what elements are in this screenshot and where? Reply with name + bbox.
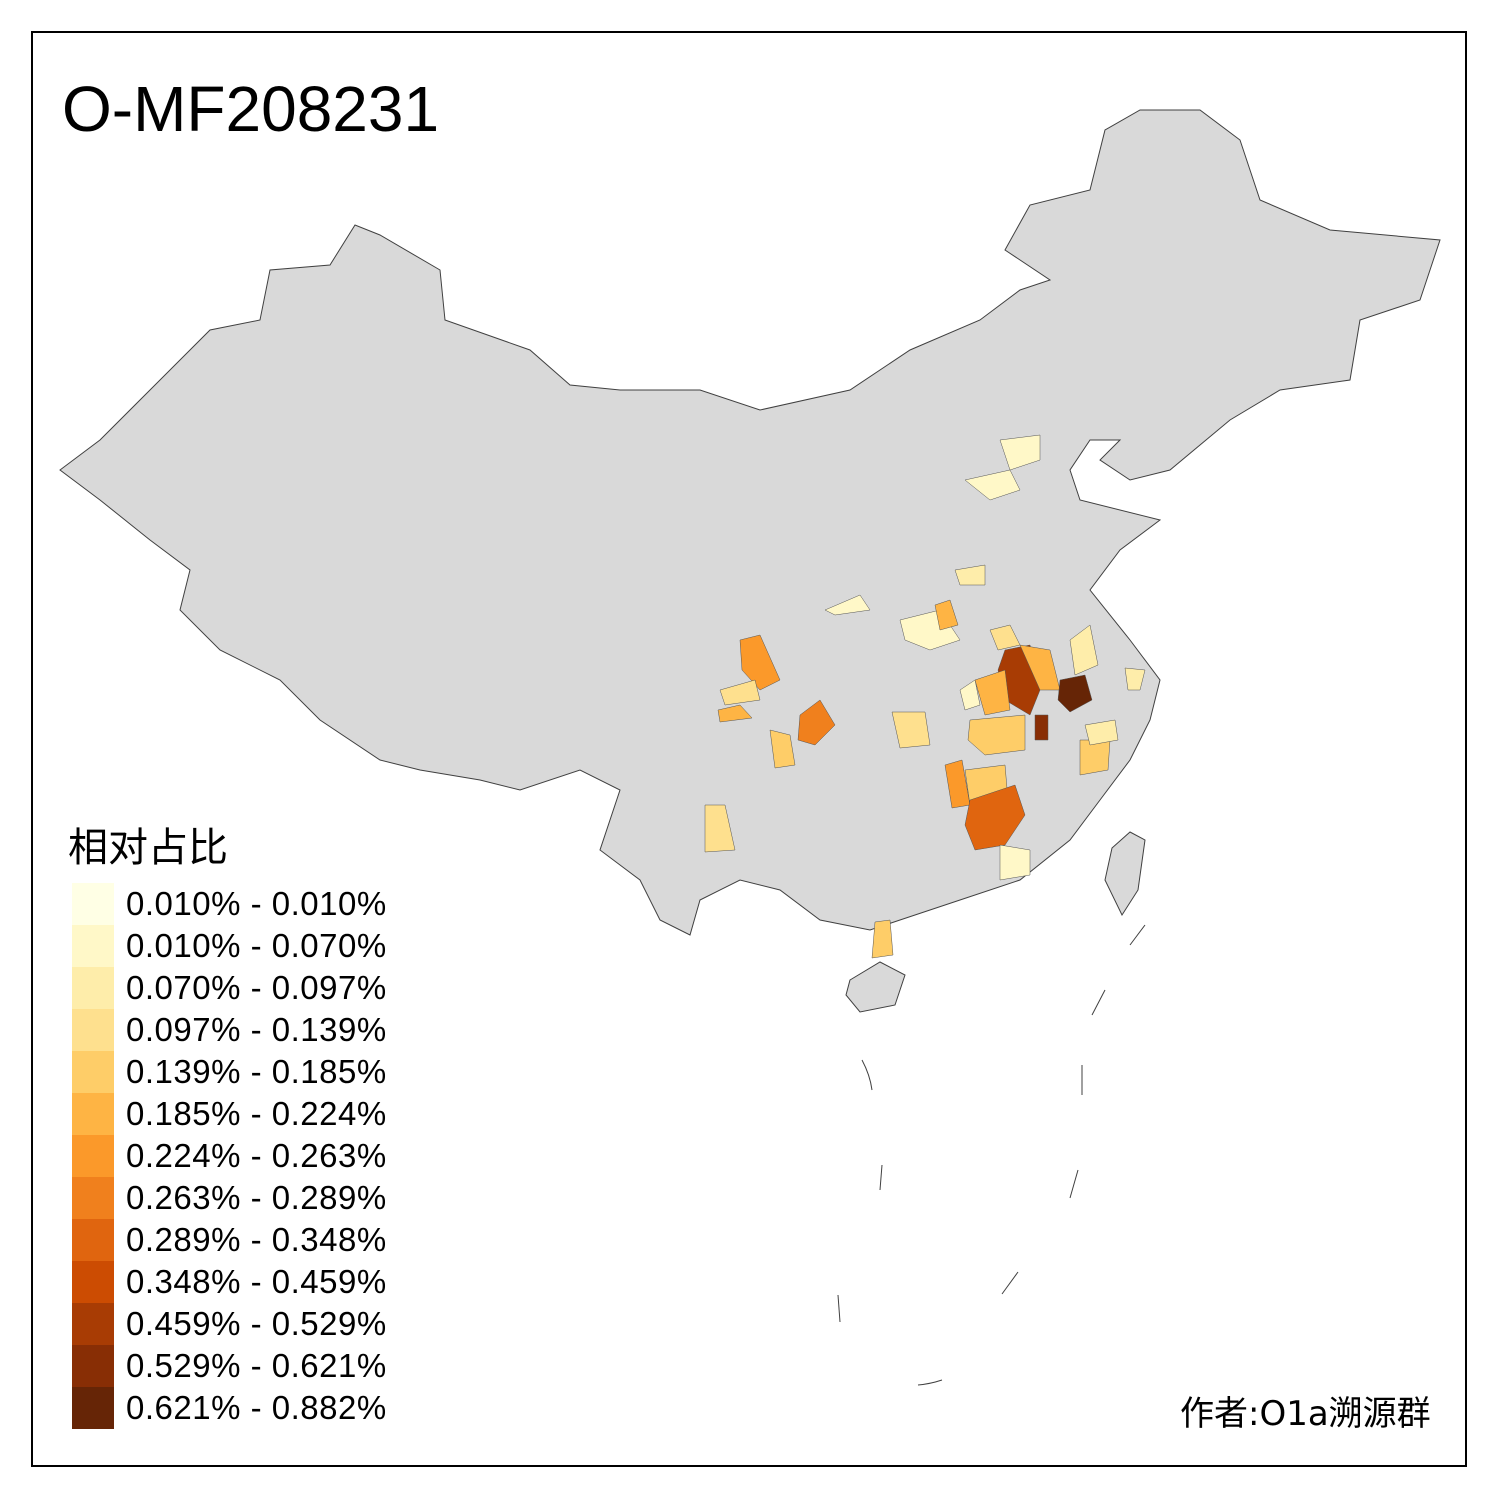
legend-item: 0.224% - 0.263% [72, 1135, 387, 1177]
legend-label: 0.070% - 0.097% [126, 969, 387, 1006]
legend-item: 0.263% - 0.289% [72, 1177, 387, 1219]
legend-swatch [72, 1219, 114, 1261]
legend-item: 0.097% - 0.139% [72, 1009, 387, 1051]
legend-swatch [72, 1387, 114, 1429]
map-region [1084, 719, 1119, 746]
legend-swatch [72, 967, 114, 1009]
map-region [934, 599, 959, 631]
south-china-sea-islands [837, 924, 1146, 1386]
map-region [954, 564, 986, 586]
legend-item: 0.185% - 0.224% [72, 1093, 387, 1135]
map-region [719, 679, 761, 706]
legend-title: 相对占比 [68, 825, 228, 871]
map-region [964, 469, 1021, 501]
legend-label: 0.224% - 0.263% [126, 1137, 387, 1174]
colored-regions [704, 434, 1146, 959]
legend-label: 0.139% - 0.185% [126, 1053, 387, 1090]
map-region [999, 844, 1031, 881]
legend-label: 0.529% - 0.621% [126, 1347, 387, 1384]
legend-swatch [72, 1135, 114, 1177]
map-region [717, 704, 753, 723]
legend-label: 0.010% - 0.010% [126, 885, 387, 922]
legend-item: 0.459% - 0.529% [72, 1303, 387, 1345]
map-region [871, 919, 894, 959]
legend: 0.010% - 0.010% 0.010% - 0.070% 0.070% - 0… [72, 883, 387, 1429]
legend-swatch [72, 883, 114, 925]
china-mainland [59, 109, 1441, 936]
hainan-island [845, 961, 906, 1013]
map-region [999, 434, 1041, 471]
map-region [967, 714, 1026, 756]
map-region [964, 784, 1026, 851]
map-region [1034, 714, 1049, 741]
map-region [891, 711, 931, 749]
legend-swatch [72, 1177, 114, 1219]
legend-swatch [72, 1009, 114, 1051]
legend-swatch [72, 1303, 114, 1345]
legend-swatch [72, 925, 114, 967]
legend-item: 0.139% - 0.185% [72, 1051, 387, 1093]
legend-swatch [72, 1261, 114, 1303]
legend-item: 0.010% - 0.070% [72, 925, 387, 967]
legend-item: 0.010% - 0.010% [72, 883, 387, 925]
legend-item: 0.289% - 0.348% [72, 1219, 387, 1261]
legend-item: 0.529% - 0.621% [72, 1345, 387, 1387]
legend-item: 0.070% - 0.097% [72, 967, 387, 1009]
legend-label: 0.010% - 0.070% [126, 927, 387, 964]
legend-label: 0.097% - 0.139% [126, 1011, 387, 1048]
map-region [1069, 624, 1099, 676]
map-region [739, 634, 781, 691]
legend-label: 0.621% - 0.882% [126, 1389, 387, 1426]
legend-item: 0.621% - 0.882% [72, 1387, 387, 1429]
map-region [1079, 739, 1111, 776]
taiwan-island [1104, 831, 1146, 917]
legend-label: 0.263% - 0.289% [126, 1179, 387, 1216]
legend-swatch [72, 1051, 114, 1093]
map-region [769, 729, 796, 769]
map-region [1057, 674, 1093, 713]
map-title: O-MF208231 [62, 73, 440, 145]
map-region [797, 699, 836, 746]
author-credit: 作者:O1a溯源群 [1180, 1394, 1431, 1434]
map-region [824, 594, 871, 616]
legend-label: 0.459% - 0.529% [126, 1305, 387, 1342]
map-region [974, 669, 1011, 716]
legend-swatch [72, 1345, 114, 1387]
legend-label: 0.185% - 0.224% [126, 1095, 387, 1132]
legend-label: 0.348% - 0.459% [126, 1263, 387, 1300]
legend-item: 0.348% - 0.459% [72, 1261, 387, 1303]
plot-frame [31, 31, 1467, 1467]
map-region [959, 679, 981, 711]
legend-label: 0.289% - 0.348% [126, 1221, 387, 1258]
map-region [704, 804, 736, 853]
legend-swatch [72, 1093, 114, 1135]
map-region [1124, 667, 1146, 691]
